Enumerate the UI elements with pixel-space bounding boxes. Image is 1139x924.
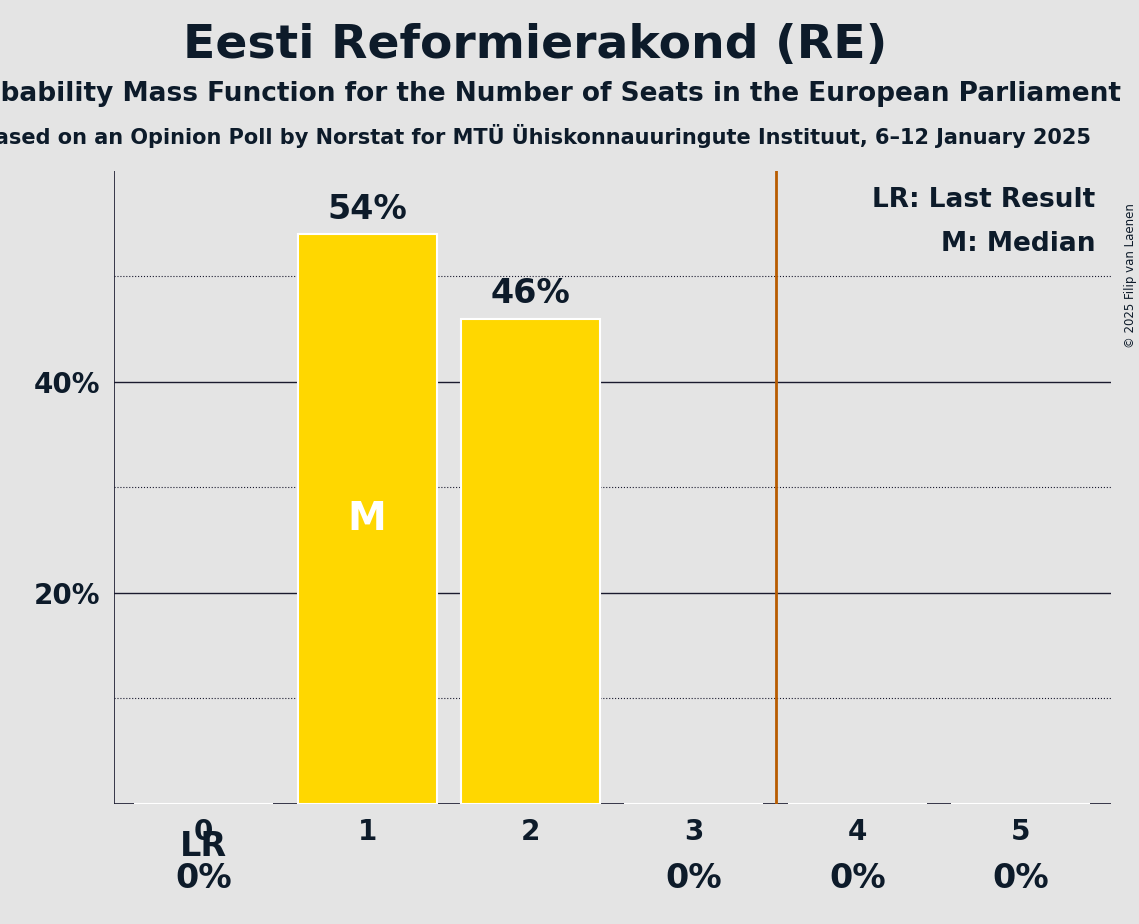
Text: LR: LR: [180, 831, 228, 863]
Text: 0%: 0%: [992, 862, 1049, 895]
Text: 0%: 0%: [665, 862, 722, 895]
Text: M: M: [347, 500, 386, 538]
Text: LR: Last Result: LR: Last Result: [872, 187, 1096, 213]
Text: © 2025 Filip van Laenen: © 2025 Filip van Laenen: [1124, 203, 1137, 348]
Text: 46%: 46%: [491, 277, 571, 310]
Bar: [461, 319, 600, 804]
Text: Eesti Reformierakond (RE): Eesti Reformierakond (RE): [183, 23, 887, 68]
Bar: [297, 235, 436, 804]
Text: 0%: 0%: [175, 862, 232, 895]
Text: 54%: 54%: [327, 193, 407, 225]
Text: 0%: 0%: [829, 862, 886, 895]
Text: Probability Mass Function for the Number of Seats in the European Parliament: Probability Mass Function for the Number…: [0, 81, 1121, 107]
Text: M: Median: M: Median: [941, 231, 1096, 257]
Text: Based on an Opinion Poll by Norstat for MTÜ Ühiskonnauuringute Instituut, 6–12 J: Based on an Opinion Poll by Norstat for …: [0, 124, 1091, 148]
